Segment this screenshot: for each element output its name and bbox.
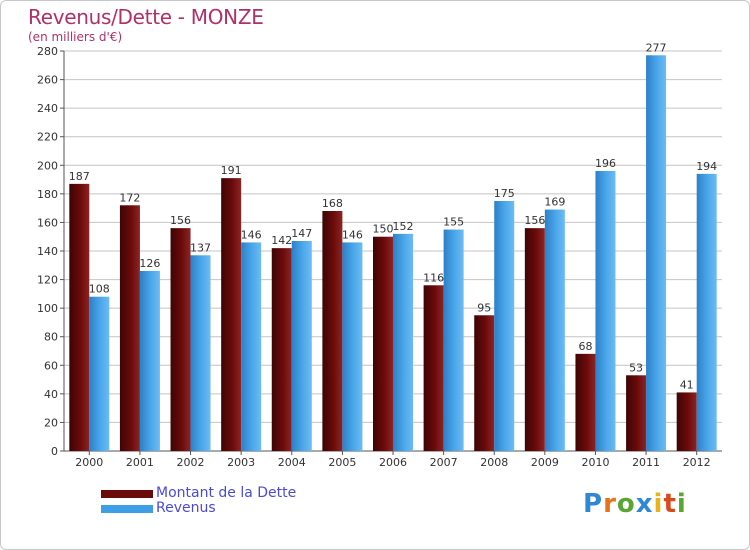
bar-revenus (646, 55, 667, 452)
legend-swatch-revenus (101, 505, 153, 513)
value-label-dette: 172 (119, 191, 140, 204)
logo-letter: i (676, 489, 687, 519)
x-tick-label: 2005 (328, 456, 356, 469)
value-label-revenus: 147 (291, 227, 312, 240)
y-tick-label: 60 (44, 359, 58, 372)
y-tick-label: 200 (37, 159, 58, 172)
value-label-revenus: 155 (443, 216, 464, 229)
bar-revenus (89, 296, 110, 451)
bar-revenus (544, 209, 565, 451)
logo-letter: x (635, 489, 654, 519)
y-tick-label: 40 (44, 388, 58, 401)
x-tick-label: 2002 (177, 456, 205, 469)
value-label-revenus: 146 (342, 228, 363, 241)
x-tick-label: 2012 (683, 456, 711, 469)
value-label-dette: 116 (423, 271, 444, 284)
value-label-revenus: 277 (646, 41, 667, 54)
x-tick-label: 2003 (227, 456, 255, 469)
value-label-revenus: 152 (393, 220, 414, 233)
bar-revenus (443, 229, 464, 451)
bar-revenus (696, 173, 717, 451)
x-tick-label: 2000 (75, 456, 103, 469)
bar-dette (170, 228, 191, 451)
bar-dette (676, 392, 697, 451)
logo-letter: r (603, 489, 617, 519)
chart-subtitle: (en milliers d'€) (28, 30, 123, 44)
value-label-revenus: 146 (241, 228, 262, 241)
proxiti-logo: Proxiti (583, 489, 687, 519)
value-label-dette: 142 (271, 234, 292, 247)
y-tick-label: 160 (37, 216, 58, 229)
chart-title: Revenus/Dette - MONZE (28, 5, 264, 29)
value-label-dette: 41 (680, 378, 694, 391)
value-label-revenus: 175 (494, 187, 515, 200)
x-tick-label: 2006 (379, 456, 407, 469)
value-label-revenus: 137 (190, 241, 211, 254)
x-tick-label: 2004 (278, 456, 306, 469)
logo-letter: o (616, 489, 636, 519)
x-tick-label: 2011 (632, 456, 660, 469)
bar-dette (119, 205, 140, 451)
value-label-revenus: 126 (139, 257, 160, 270)
value-label-revenus: 194 (696, 160, 717, 173)
value-label-dette: 156 (170, 214, 191, 227)
value-label-dette: 95 (477, 301, 491, 314)
value-label-dette: 53 (629, 361, 643, 374)
x-tick-label: 2007 (430, 456, 458, 469)
y-tick-label: 220 (37, 131, 58, 144)
logo-letter: i (653, 489, 664, 519)
y-tick-label: 100 (37, 302, 58, 315)
bar-revenus (291, 241, 312, 451)
bar-dette (423, 285, 444, 451)
value-label-dette: 168 (322, 197, 343, 210)
y-tick-label: 0 (51, 445, 58, 458)
value-label-revenus: 169 (544, 196, 565, 209)
y-tick-label: 80 (44, 331, 58, 344)
value-label-dette: 187 (69, 170, 90, 183)
bar-revenus (494, 201, 515, 451)
bar-dette (474, 315, 495, 451)
legend-label-dette: Montant de la Dette (156, 485, 297, 501)
bar-dette (322, 211, 343, 451)
y-tick-label: 140 (37, 245, 58, 258)
bar-dette (524, 228, 545, 451)
x-tick-label: 2010 (581, 456, 609, 469)
value-label-dette: 156 (524, 214, 545, 227)
bar-revenus (595, 171, 616, 451)
logo-letter: P (583, 489, 604, 519)
y-tick-label: 260 (37, 74, 58, 87)
bar-dette (575, 353, 596, 451)
bar-dette (69, 183, 90, 451)
y-tick-label: 180 (37, 188, 58, 201)
bar-revenus (241, 242, 262, 451)
bar-revenus (190, 255, 211, 451)
legend-swatch-dette (101, 490, 153, 498)
value-label-revenus: 196 (595, 157, 616, 170)
value-label-dette: 191 (221, 164, 242, 177)
bar-revenus (139, 271, 160, 451)
bar-dette (626, 375, 647, 451)
y-tick-label: 280 (37, 45, 58, 58)
value-label-dette: 150 (373, 223, 394, 236)
y-tick-label: 120 (37, 274, 58, 287)
bar-dette (373, 236, 393, 451)
x-tick-label: 2009 (531, 456, 559, 469)
y-tick-label: 20 (44, 416, 58, 429)
value-label-revenus: 108 (89, 283, 110, 296)
bar-revenus (393, 233, 413, 451)
x-tick-label: 2001 (126, 456, 154, 469)
bar-dette (221, 178, 242, 451)
x-tick-label: 2008 (480, 456, 508, 469)
value-label-dette: 68 (578, 340, 592, 353)
bar-revenus (342, 242, 363, 451)
y-tick-label: 240 (37, 102, 58, 115)
legend-label-revenus: Revenus (156, 500, 216, 516)
bar-dette (271, 248, 292, 451)
logo-letter: t (663, 489, 677, 519)
